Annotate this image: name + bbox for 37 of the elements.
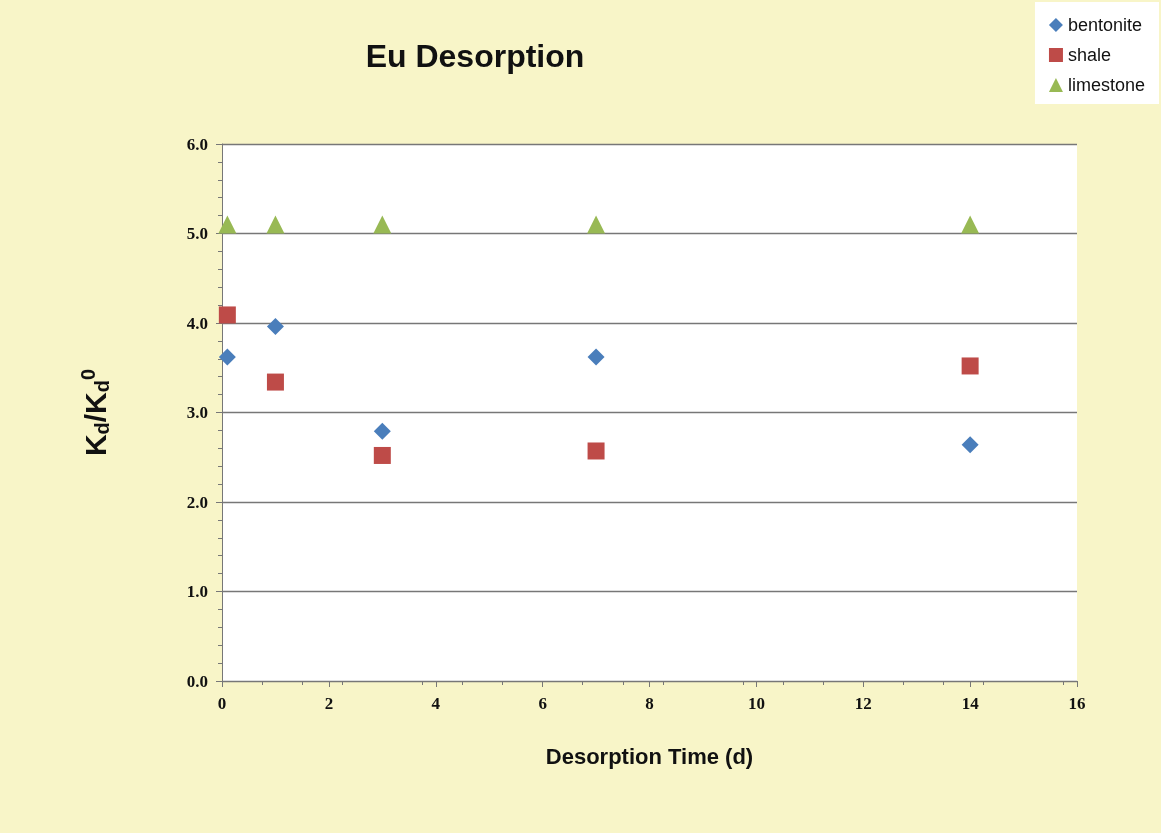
legend-label: bentonite <box>1067 15 1143 35</box>
x-tick-label: 14 <box>961 694 980 713</box>
point <box>961 215 980 234</box>
legend-label: limestone <box>1067 75 1146 95</box>
x-tick-label: 2 <box>324 694 334 713</box>
point <box>373 215 392 234</box>
point <box>961 436 979 454</box>
point <box>266 318 284 336</box>
y-tick-label: 6.0 <box>186 134 208 154</box>
y-tick-label: 2.0 <box>186 492 208 512</box>
x-tick-label: 12 <box>854 694 872 713</box>
point <box>587 348 605 366</box>
point <box>266 215 285 234</box>
point <box>373 422 391 440</box>
x-tick-label: 0 <box>217 694 227 713</box>
x-tick-label: 8 <box>645 694 654 713</box>
point <box>218 348 236 366</box>
y-tick-label: 1.0 <box>186 582 208 601</box>
x-tick-label: 4 <box>431 694 441 713</box>
legend-label: shale <box>1067 45 1111 65</box>
y-tick-label: 5.0 <box>186 224 208 243</box>
x-tick-label: 10 <box>747 694 765 713</box>
x-tick-label: 6 <box>538 694 547 713</box>
y-tick-label: 4.0 <box>186 313 208 333</box>
point <box>587 215 606 234</box>
y-tick-label: 3.0 <box>186 403 208 422</box>
point <box>961 357 979 375</box>
y-tick-label: 0.0 <box>186 671 208 691</box>
point <box>587 442 605 460</box>
point <box>218 306 236 324</box>
point <box>373 446 391 464</box>
point <box>266 373 284 391</box>
y-axis-title: Kd/Kd0 <box>77 368 113 457</box>
point <box>218 215 237 234</box>
x-tick-label: 16 <box>1068 694 1086 713</box>
chart-title: Eu Desorption <box>365 38 585 74</box>
x-axis-title: Desorption Time (d) <box>545 743 754 769</box>
